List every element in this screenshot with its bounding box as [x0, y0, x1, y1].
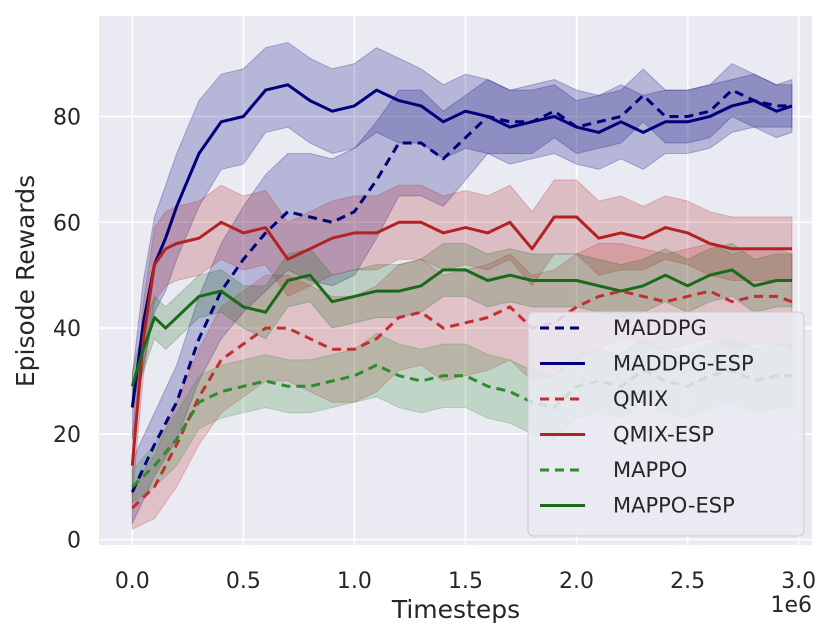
- y-tick-label: 20: [53, 423, 81, 448]
- maddpg-line: [130, 88, 792, 493]
- qmix-esp-line: [130, 215, 792, 466]
- maddpg-esp-band: [131, 41, 793, 440]
- x-tick-label: 2.0: [559, 569, 594, 594]
- x-tick-label: 1.0: [337, 569, 372, 594]
- mappo-esp-band: [131, 242, 793, 403]
- legend-frame: [527, 311, 805, 537]
- x-axis-label: Timesteps: [391, 595, 520, 624]
- maddpg-band: [131, 63, 793, 525]
- x-tick-labels: 0.0 0.5 1.0 1.5 2.0 2.5 3.0: [115, 569, 816, 594]
- y-tick-label: 80: [53, 106, 81, 131]
- legend: MADDPG MADDPG-ESP QMIX QMIX-ESP MAPPO MAPPO-E…: [527, 311, 805, 537]
- legend-label-mappo-esp: MAPPO-ESP: [613, 494, 735, 518]
- x-tick-label: 3.0: [781, 569, 816, 594]
- x-tick-label: 2.5: [670, 569, 705, 594]
- qmix-line: [131, 289, 793, 510]
- legend-label-qmix: QMIX: [613, 387, 668, 411]
- mappo-esp-line: [130, 268, 792, 387]
- legend-label-qmix-esp: QMIX-ESP: [613, 423, 714, 447]
- legend-label-maddpg-esp: MADDPG-ESP: [613, 352, 754, 376]
- y-tick-labels: 0 20 40 60 80: [53, 106, 81, 554]
- y-tick-label: 40: [53, 317, 81, 342]
- legend-label-maddpg: MADDPG: [613, 316, 707, 340]
- x-tick-label: 0.0: [115, 569, 150, 594]
- y-axis-label: Episode Rewards: [11, 175, 40, 387]
- y-tick-label: 0: [67, 529, 81, 554]
- x-tick-label: 1.5: [448, 569, 483, 594]
- x-tick-label: 0.5: [226, 569, 261, 594]
- x-axis-offset-label: 1e6: [770, 593, 812, 618]
- maddpg-esp-line: [130, 83, 793, 408]
- legend-label-mappo: MAPPO: [613, 458, 687, 482]
- y-tick-label: 60: [53, 211, 81, 236]
